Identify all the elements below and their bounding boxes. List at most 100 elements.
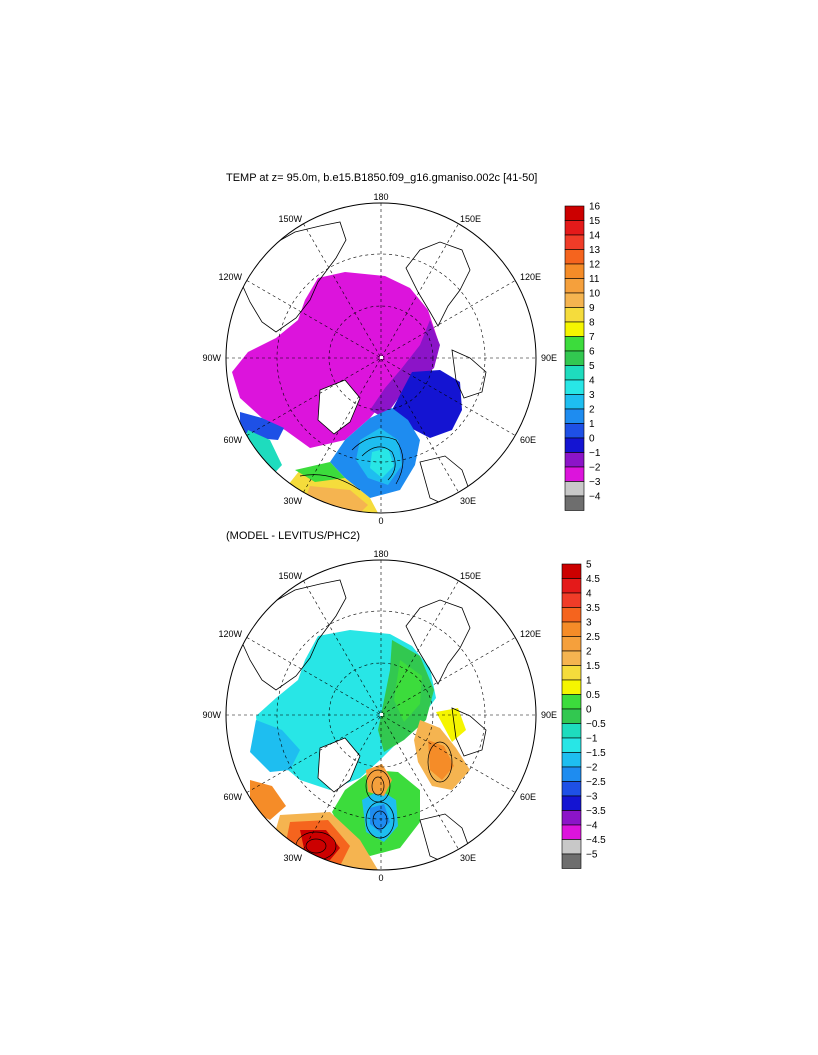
- colorbar-tick-label: 1: [586, 676, 592, 687]
- colorbar-tick-label: −1: [586, 734, 598, 745]
- colorbar-swatch: [564, 336, 585, 352]
- colorbar-swatch: [564, 321, 585, 337]
- graticule: [226, 560, 536, 870]
- colorbar-tick-label: 1.5: [586, 661, 600, 672]
- colorbar-swatch: [561, 636, 582, 652]
- pole-marker: [380, 713, 383, 716]
- colorbar-swatch: [561, 563, 582, 579]
- colorbar-tick-label: 0: [589, 434, 595, 445]
- colorbar-tick-label: −2: [589, 463, 601, 474]
- colorbar-tick-label: −3.5: [586, 806, 606, 817]
- colorbar-tick-label: 2: [589, 405, 595, 416]
- colorbar-swatch: [561, 723, 582, 739]
- colorbar-swatch: [564, 379, 585, 395]
- colorbar-tick-label: −2.5: [586, 777, 606, 788]
- colorbar-swatch: [564, 350, 585, 366]
- coastline-siberia: [405, 599, 471, 685]
- meridian-150w-30e: [303, 223, 459, 493]
- colorbar-swatch: [564, 423, 585, 439]
- coastline-severnaya-zemlya: [451, 707, 487, 757]
- colorbar-swatch: [564, 234, 585, 250]
- colorbar-swatch: [561, 650, 582, 666]
- colorbar-swatch: [561, 578, 582, 594]
- meridian-120w-60e: [246, 280, 516, 436]
- panel-title-difference: (MODEL - LEVITUS/PHC2): [226, 530, 361, 542]
- colorbar-swatch: [564, 466, 585, 482]
- colorbar-swatch: [564, 307, 585, 323]
- colorbar-tick-label: −0.5: [586, 719, 606, 730]
- colorbar-swatch: [561, 708, 582, 724]
- colorbar-tick-label: 3: [589, 390, 595, 401]
- colorbar-tick-label: 3: [586, 618, 592, 629]
- lon-label-60w: 60W: [223, 792, 242, 802]
- polar-map-temperature: 180 0 90W 90E 150W 120W 60W 30W 150E 120…: [202, 192, 557, 526]
- kara-anomaly-fill: [436, 708, 466, 742]
- polar-map-difference: 180 0 90W 90E 150W 120W 60W 30W 150E 120…: [202, 549, 557, 883]
- colorbar-swatch: [564, 220, 585, 236]
- colorbar-difference: 5 4.5 4 3.5 3 2.5 2 1.5 1 0.5 0 −0.5 −1 −1.5 −2 −2.5 −3 −…: [561, 560, 606, 869]
- nordic-seas-cold-core-fill: [370, 804, 390, 832]
- contour-line: [361, 446, 396, 481]
- lon-label-0: 0: [378, 516, 383, 526]
- colorbar-swatch: [564, 495, 585, 511]
- colorbar-swatch: [561, 810, 582, 826]
- colorbar-tick-label: 5: [589, 361, 595, 372]
- contour-line: [427, 741, 453, 783]
- contour-line: [372, 810, 388, 830]
- lon-label-90w: 90W: [202, 353, 221, 363]
- colorbar-tick-label: 3.5: [586, 603, 600, 614]
- pole-marker: [380, 356, 383, 359]
- barents-anomaly-core-fill: [428, 740, 454, 780]
- colorbar-swatch: [561, 592, 582, 608]
- colorbar-swatch: [561, 824, 582, 840]
- lon-label-90w: 90W: [202, 710, 221, 720]
- colorbar-swatch: [561, 694, 582, 710]
- eurasian-basin-core-fill: [394, 660, 422, 722]
- colorbar-swatch: [564, 263, 585, 279]
- colorbar-tick-label: 14: [589, 231, 601, 242]
- lon-label-150e: 150E: [460, 571, 481, 581]
- colorbar-tick-label: −4: [586, 821, 598, 832]
- arctic-basin-fill: [232, 272, 438, 448]
- lon-label-150e: 150E: [460, 214, 481, 224]
- baffin-bay-fill: [250, 720, 300, 772]
- barents-sea-fill: [392, 370, 462, 438]
- colorbar-swatch: [564, 481, 585, 497]
- colorbar-tick-label: 11: [589, 274, 600, 285]
- colorbar-tick-label: 12: [589, 260, 601, 271]
- lon-label-180: 180: [373, 192, 388, 202]
- colorbar-swatch: [564, 365, 585, 381]
- meridian-30w-150e: [303, 223, 459, 493]
- coastline-greenland: [317, 737, 361, 793]
- colorbar-swatch: [561, 665, 582, 681]
- lon-label-30w: 30W: [283, 496, 302, 506]
- colorbar-tick-label: −1.5: [586, 748, 606, 759]
- colorbar-swatch: [564, 437, 585, 453]
- colorbar-tick-label: 7: [589, 332, 595, 343]
- colorbar-tick-label: 6: [589, 347, 595, 358]
- map-fill-difference: [239, 579, 487, 870]
- colorbar-swatch: [561, 766, 582, 782]
- colorbar-tick-label: 8: [589, 318, 595, 329]
- colorbar-swatch: [561, 853, 582, 869]
- contour-line: [371, 776, 385, 796]
- lon-label-90e: 90E: [541, 353, 557, 363]
- lon-label-0: 0: [378, 873, 383, 883]
- colorbar-tick-label: −3: [589, 477, 601, 488]
- contour-line: [305, 838, 327, 854]
- lon-label-60e: 60E: [520, 435, 536, 445]
- coastline-greenland: [317, 379, 361, 435]
- meridian-30w-150e: [303, 580, 459, 850]
- lon-label-180: 180: [373, 549, 388, 559]
- meridian-60w-120e: [246, 637, 516, 793]
- colorbar-tick-label: 13: [589, 245, 601, 256]
- colorbar-swatch: [561, 795, 582, 811]
- graticule: [226, 203, 536, 513]
- lon-label-150w: 150W: [278, 214, 302, 224]
- colorbar-swatch: [561, 752, 582, 768]
- meridian-60w-120e: [246, 280, 516, 436]
- colorbar-tick-label: 0.5: [586, 690, 600, 701]
- colorbar-tick-label: −1: [589, 448, 601, 459]
- nordic-seas-warm-core-fill: [370, 448, 394, 478]
